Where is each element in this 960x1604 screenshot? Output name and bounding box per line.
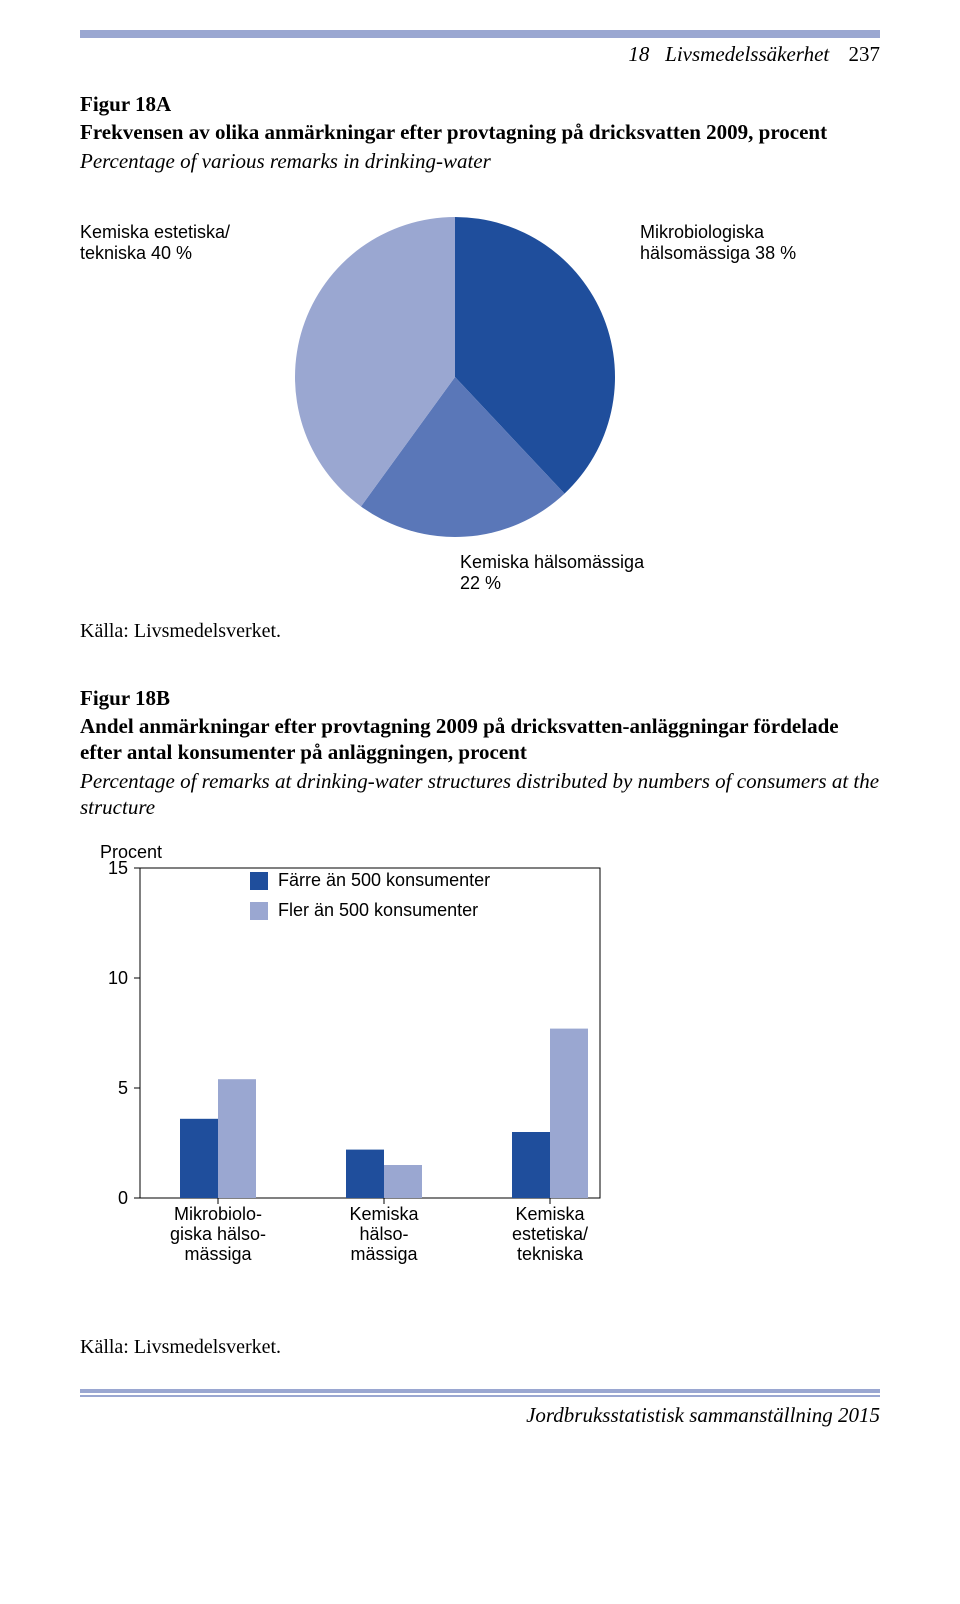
legend-label: Färre än 500 konsumenter <box>278 870 490 890</box>
header-title: Livsmedelssäkerhet <box>665 42 829 66</box>
x-tick-label: mässiga <box>350 1244 418 1264</box>
figA-pie-chart: Kemiska estetiska/tekniska 40 % Mikrobio… <box>80 192 880 612</box>
header-chapter: 18 <box>628 42 649 66</box>
bar-b <box>384 1165 422 1198</box>
x-tick-label: estetiska/ <box>512 1224 588 1244</box>
pie-label-right: Mikrobiologiskahälsomässiga 38 % <box>640 222 840 265</box>
x-tick-label: mässiga <box>184 1244 252 1264</box>
x-tick-label: tekniska <box>517 1244 584 1264</box>
figB-source: Källa: Livsmedelsverket. <box>80 1336 880 1359</box>
figB-subtitle: Percentage of remarks at drinking-water … <box>80 768 880 821</box>
bar-b <box>218 1079 256 1198</box>
figA-subtitle: Percentage of various remarks in drinkin… <box>80 148 880 174</box>
figB-label: Figur 18B <box>80 685 880 711</box>
bar-a <box>346 1150 384 1198</box>
page-header: 18 Livsmedelssäkerhet 237 <box>80 42 880 67</box>
footer-text: Jordbruksstatistisk sammanställning 2015 <box>80 1403 880 1428</box>
header-page: 237 <box>849 42 881 66</box>
figA-title: Frekvensen av olika anmärkningar efter p… <box>80 119 880 145</box>
figB-title: Andel anmärkningar efter provtagning 200… <box>80 713 880 766</box>
figA-label: Figur 18A <box>80 91 880 117</box>
figA-source: Källa: Livsmedelsverket. <box>80 620 880 643</box>
y-tick-label: 10 <box>108 968 128 988</box>
x-tick-label: giska hälso- <box>170 1224 266 1244</box>
legend-label: Fler än 500 konsumenter <box>278 900 478 920</box>
x-tick-label: hälso- <box>359 1224 408 1244</box>
bar-a <box>512 1132 550 1198</box>
bar-b <box>550 1029 588 1198</box>
bar-a <box>180 1119 218 1198</box>
bar-svg: Procent051015Färre än 500 konsumenterFle… <box>80 838 640 1328</box>
x-tick-label: Mikrobiolo- <box>174 1204 262 1224</box>
y-tick-label: 15 <box>108 858 128 878</box>
bottom-rule-2 <box>80 1395 880 1397</box>
top-rule <box>80 30 880 38</box>
legend-swatch <box>250 872 268 890</box>
y-tick-label: 5 <box>118 1078 128 1098</box>
bottom-rule-1 <box>80 1389 880 1393</box>
pie-label-bottom: Kemiska hälsomässiga22 % <box>460 552 680 595</box>
x-tick-label: Kemiska <box>349 1204 419 1224</box>
pie-label-left: Kemiska estetiska/tekniska 40 % <box>80 222 270 265</box>
y-tick-label: 0 <box>118 1188 128 1208</box>
pie-svg <box>290 212 620 542</box>
x-tick-label: Kemiska <box>515 1204 585 1224</box>
legend-swatch <box>250 902 268 920</box>
figB-bar-chart: Procent051015Färre än 500 konsumenterFle… <box>80 838 640 1328</box>
